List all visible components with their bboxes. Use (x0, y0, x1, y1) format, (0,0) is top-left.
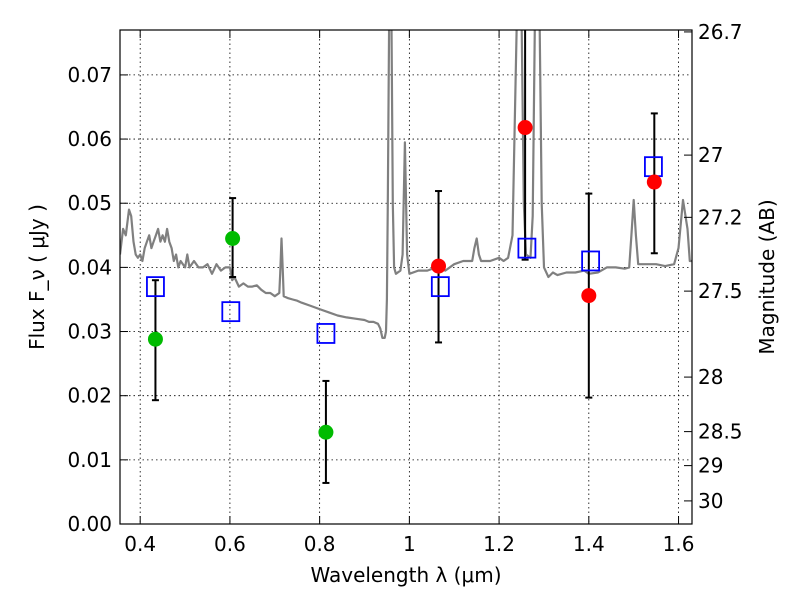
y-axis-label: Flux F_ν ( μJy ) (25, 204, 49, 350)
model-photometry-points (146, 156, 663, 344)
observed-point (431, 258, 447, 274)
model-photometry-square (517, 237, 537, 259)
observed-point (225, 231, 241, 247)
model-photometry-square (316, 323, 336, 344)
x-tick-label: 1.6 (663, 532, 695, 556)
grid (120, 30, 692, 524)
observed-point (318, 424, 334, 440)
y-tick-label: 0.01 (67, 448, 112, 472)
mag-tick-label: 27.5 (698, 279, 743, 303)
observed-point (581, 288, 597, 304)
mag-tick-label: 27.2 (698, 205, 743, 229)
x-axis-label: Wavelength λ (μm) (310, 563, 501, 587)
y-tick-label: 0.03 (67, 320, 112, 344)
error-bars (151, 30, 658, 484)
observed-point (517, 120, 533, 136)
observed-point (147, 331, 163, 347)
y-tick-label: 0.05 (67, 191, 112, 215)
y-tick-label: 0.00 (67, 512, 112, 536)
mag-tick-label: 28.5 (698, 420, 743, 444)
mag-tick-label: 26.7 (698, 20, 743, 44)
x-tick-label: 1.4 (573, 532, 605, 556)
x-tick-label: 0.6 (214, 532, 246, 556)
model-spectrum (120, 30, 692, 339)
model-photometry-square (221, 301, 241, 323)
x-tick-label: 0.4 (124, 532, 156, 556)
observed-point (646, 174, 662, 190)
x-tick-label: 0.8 (304, 532, 336, 556)
plot-frame (119, 29, 693, 525)
observed-photometry-points (147, 120, 662, 440)
axis-ticks (120, 30, 692, 525)
mag-tick-label: 28 (698, 365, 723, 389)
model-photometry-square (581, 250, 601, 272)
spectrum-line (120, 30, 692, 339)
y-tick-label: 0.06 (67, 127, 112, 151)
mag-tick-label: 29 (698, 454, 723, 478)
mag-tick-label: 30 (698, 489, 723, 513)
x-tick-label: 1.2 (483, 532, 515, 556)
model-photometry-square (430, 276, 450, 298)
y-tick-label: 0.04 (67, 255, 112, 279)
x-tick-label: 1 (403, 532, 416, 556)
y-tick-label: 0.02 (67, 384, 112, 408)
model-photometry-square (146, 276, 165, 298)
mag-tick-label: 27 (698, 143, 723, 167)
y-tick-label: 0.07 (67, 63, 112, 87)
y2-axis-label: Magnitude (AB) (755, 199, 779, 354)
tick-labels: 0.4 0.6 0.8 1 1.2 1.4 1.6 0.00 0.01 0.02 0.03 0.04 0… (67, 20, 742, 556)
